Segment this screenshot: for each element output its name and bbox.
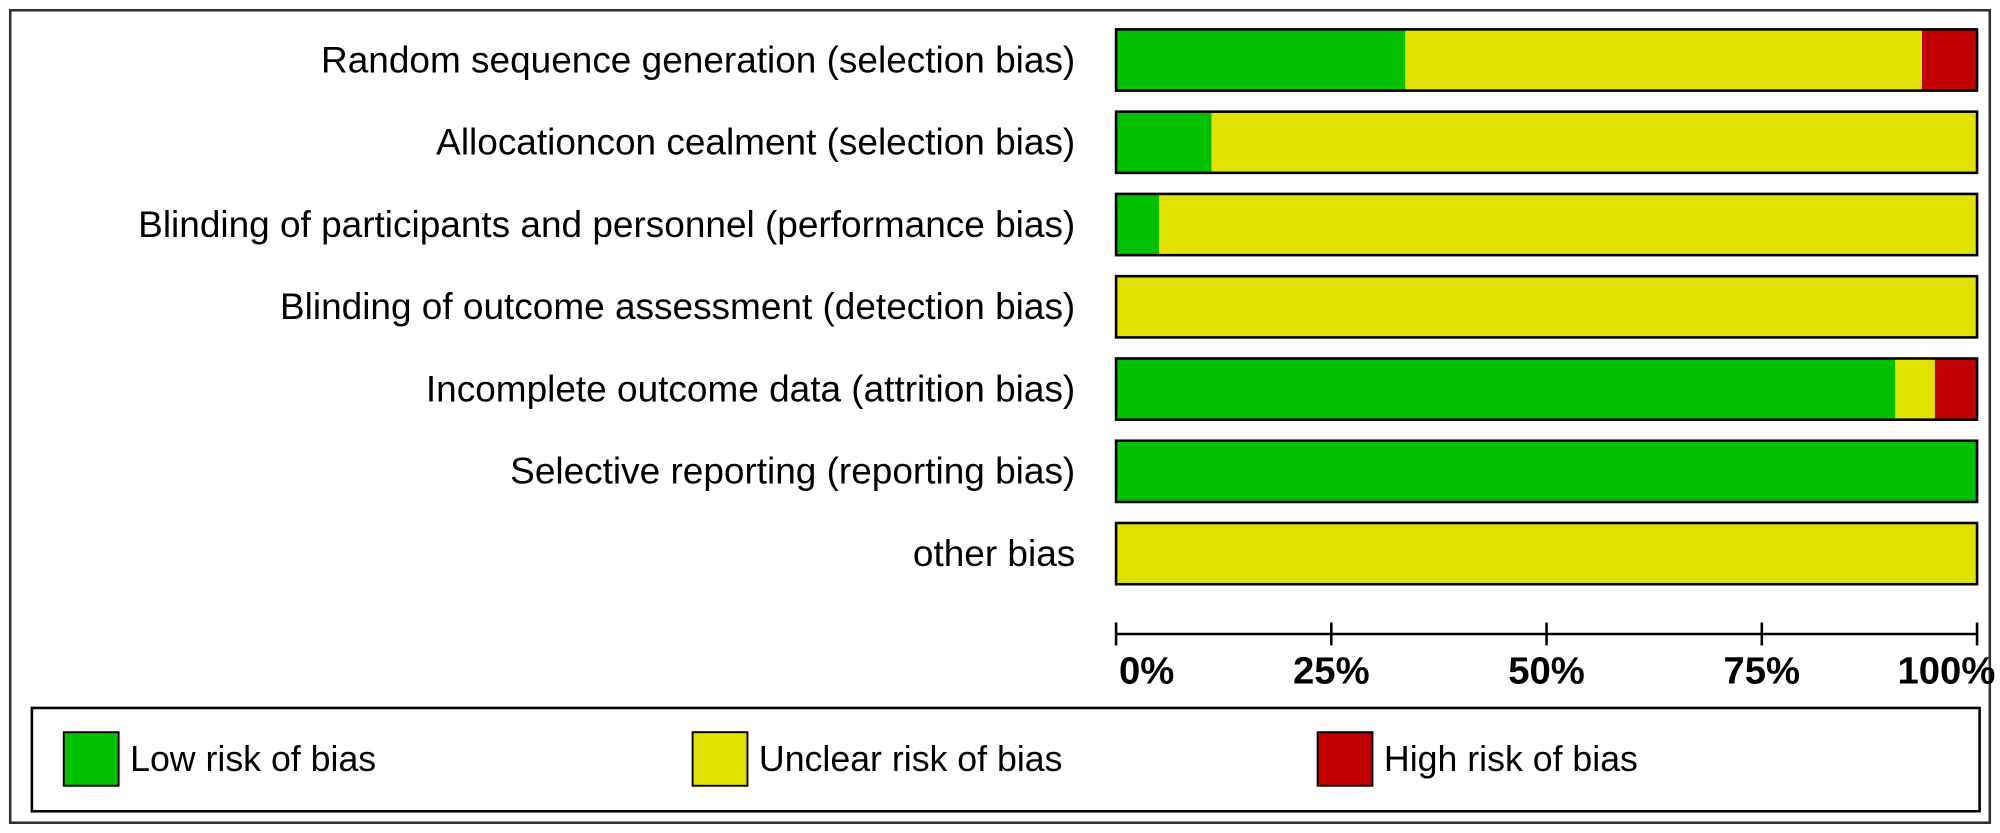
bar-segment	[1116, 276, 1978, 338]
category-label: Incomplete outcome data (attrition bias)	[426, 368, 1075, 409]
category-label: Blinding of outcome assessment (detectio…	[280, 286, 1075, 327]
legend-swatch	[691, 731, 749, 787]
category-label: Allocationcon cealment (selection bias)	[436, 122, 1075, 163]
bar-outline	[1114, 110, 1979, 175]
bar-segment	[1934, 358, 1978, 420]
bar-segment	[1921, 29, 1978, 91]
category-label: Selective reporting (reporting bias)	[510, 451, 1075, 492]
x-tick-label: 100%	[1898, 650, 1996, 693]
legend-label: Low risk of bias	[130, 739, 376, 779]
category-label: other bias	[913, 533, 1075, 574]
bar-outline	[1114, 521, 1979, 586]
bar-segment	[1211, 111, 1978, 173]
x-tick-label: 50%	[1508, 650, 1585, 693]
bar-segment	[1405, 29, 1922, 91]
bar-segment	[1116, 29, 1406, 91]
bar-segment	[1116, 193, 1160, 256]
category-label: Blinding of participants and personnel (…	[138, 204, 1075, 245]
bar-segment	[1159, 193, 1978, 256]
bar-outline	[1114, 357, 1979, 421]
frame	[8, 8, 1992, 825]
x-tick-label: 25%	[1293, 650, 1370, 693]
bar-segment	[1895, 358, 1935, 420]
x-tick-label: 0%	[1119, 650, 1174, 693]
legend-box	[30, 706, 1981, 813]
bar-outline	[1114, 192, 1979, 257]
bar-outline	[1114, 439, 1979, 504]
bar-segment	[1116, 440, 1978, 502]
legend-swatch	[1316, 731, 1374, 787]
bar-outline	[1114, 274, 1979, 339]
bar-outline	[1114, 28, 1979, 92]
bar-segment	[1116, 523, 1978, 585]
legend-swatch	[62, 731, 120, 787]
bar-segment	[1116, 111, 1212, 173]
legend-label: High risk of bias	[1384, 739, 1638, 779]
bar-segment	[1116, 358, 1896, 420]
x-tick-label: 75%	[1724, 650, 1801, 693]
category-label: Random sequence generation (selection bi…	[321, 39, 1075, 80]
legend-label: Unclear risk of bias	[759, 739, 1063, 779]
